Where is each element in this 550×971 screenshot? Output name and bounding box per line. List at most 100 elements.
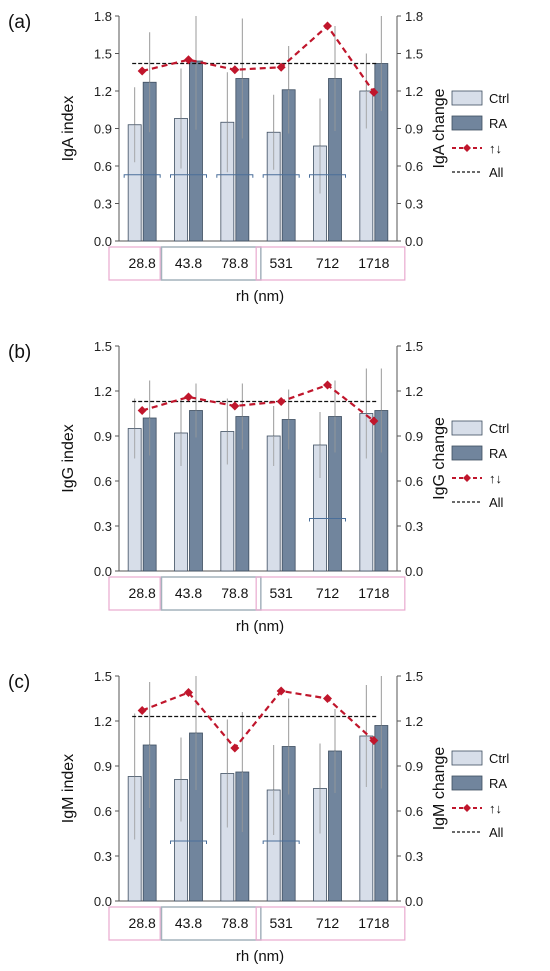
legend-swatch-ctrl <box>451 420 483 436</box>
category-box-gray <box>160 906 262 941</box>
y-tick-label: 0.0 <box>94 894 112 909</box>
x-tick-label: 43.8 <box>175 255 202 271</box>
panel-label: (b) <box>8 342 31 363</box>
legend-marker-change <box>463 804 471 812</box>
y2-tick-label: 0.6 <box>405 159 423 174</box>
significance-bracket <box>123 174 161 178</box>
y2-tick-label: 0.0 <box>405 234 423 249</box>
x-tick-label: 43.8 <box>175 915 202 931</box>
legend-label-ctrl: Ctrl <box>489 91 509 106</box>
category-box-pink-1 <box>108 906 161 941</box>
category-box-pink-2 <box>255 246 406 281</box>
y2-axis-title: IgG change <box>431 417 448 500</box>
x-tick-label: 78.8 <box>221 585 248 601</box>
x-tick-label: 712 <box>316 915 340 931</box>
y2-tick-label: 0.9 <box>405 759 423 774</box>
x-tick-label: 1718 <box>358 585 389 601</box>
x-tick-label: 531 <box>269 255 293 271</box>
legend: Ctrl RA ↑↓ All <box>451 90 509 180</box>
panel-label: (a) <box>8 12 31 33</box>
change-point <box>137 66 147 76</box>
x-tick-label: 1718 <box>358 915 389 931</box>
legend: Ctrl RA ↑↓ All <box>451 420 509 510</box>
y-tick-label: 0.3 <box>94 849 112 864</box>
legend-label-ctrl: Ctrl <box>489 751 509 766</box>
y-axis-title: IgG index <box>60 424 77 492</box>
category-box-pink-2 <box>255 906 406 941</box>
x-axis-title: rh (nm) <box>236 288 284 305</box>
y-tick-label: 0.0 <box>94 564 112 579</box>
change-point <box>184 392 193 402</box>
y2-tick-label: 0.3 <box>405 197 423 212</box>
y-tick-label: 1.2 <box>94 714 112 729</box>
change-point <box>323 380 332 390</box>
change-line <box>141 383 375 422</box>
y-tick-label: 1.5 <box>94 339 112 354</box>
y-tick-label: 1.5 <box>94 47 112 62</box>
change-point <box>184 688 193 697</box>
y-tick-label: 1.2 <box>94 384 112 399</box>
legend-swatch-ra <box>451 775 483 791</box>
x-tick-label: 43.8 <box>175 585 202 601</box>
x-tick-label: 78.8 <box>221 915 248 931</box>
y2-tick-label: 1.2 <box>405 84 423 99</box>
x-tick-label: 28.8 <box>129 915 156 931</box>
y2-axis-title: IgM change <box>431 747 448 831</box>
significance-bracket <box>309 174 346 178</box>
y2-tick-label: 0.3 <box>405 849 423 864</box>
significance-bracket <box>262 840 300 844</box>
y-tick-label: 0.3 <box>94 197 112 212</box>
y2-tick-label: 1.8 <box>405 9 423 24</box>
legend-label-all: All <box>489 825 504 840</box>
legend-swatch-ra <box>451 115 483 131</box>
legend-label-ra: RA <box>489 776 507 791</box>
x-tick-label: 28.8 <box>129 255 156 271</box>
chart-panel-3: (c) 0.0 0.3 0.6 0.9 1.2 1.5 0.0 0.3 0.6 0.9 1.2 1.5 I… <box>8 669 509 965</box>
x-tick-label: 712 <box>316 585 340 601</box>
change-point <box>184 55 193 65</box>
y-tick-label: 0.6 <box>94 474 112 489</box>
chart-panel-1: (a) 0.0 0.3 0.6 0.9 1.2 1.5 1.8 0.0 0.3 0.6 0.9 1.2 1… <box>8 9 509 305</box>
y-tick-label: 0.6 <box>94 159 112 174</box>
y2-tick-label: 0.3 <box>405 519 423 534</box>
category-box-gray <box>160 576 262 611</box>
y-tick-label: 0.0 <box>94 234 112 249</box>
change-point <box>276 62 286 72</box>
category-box-gray <box>160 246 262 281</box>
y-tick-label: 1.5 <box>94 669 112 684</box>
legend-label-ctrl: Ctrl <box>489 421 509 436</box>
y2-tick-label: 1.2 <box>405 714 423 729</box>
x-axis-title: rh (nm) <box>236 948 284 965</box>
legend-swatch-ra <box>451 445 483 461</box>
y-axis-title: IgA index <box>60 96 77 162</box>
y-tick-label: 0.6 <box>94 804 112 819</box>
change-point <box>230 401 240 411</box>
change-point <box>276 397 286 406</box>
x-axis-title: rh (nm) <box>236 618 284 635</box>
x-tick-label: 28.8 <box>129 585 156 601</box>
legend-label-all: All <box>489 165 504 180</box>
legend-label-all: All <box>489 495 504 510</box>
y-tick-label: 1.8 <box>94 9 112 24</box>
chart-panel-2: (b) 0.0 0.3 0.6 0.9 1.2 1.5 0.0 0.3 0.6 0.9 1.2 1.5 I… <box>8 339 509 635</box>
legend-label-ra: RA <box>489 446 507 461</box>
legend-label-ra: RA <box>489 116 507 131</box>
change-point <box>369 87 379 97</box>
significance-bracket <box>309 518 346 522</box>
legend-swatch-ctrl <box>451 90 483 106</box>
y2-tick-label: 1.5 <box>405 669 423 684</box>
y2-tick-label: 0.0 <box>405 564 423 579</box>
y2-tick-label: 0.6 <box>405 474 423 489</box>
y2-tick-label: 0.9 <box>405 122 423 137</box>
y2-tick-label: 1.5 <box>405 339 423 354</box>
y2-tick-label: 0.9 <box>405 429 423 444</box>
change-point <box>137 706 147 715</box>
category-box-pink-2 <box>255 576 406 611</box>
category-box-pink-1 <box>108 576 161 611</box>
significance-bracket <box>170 840 207 844</box>
y-tick-label: 0.3 <box>94 519 112 534</box>
change-point <box>276 686 286 696</box>
legend: Ctrl RA ↑↓ All <box>451 750 509 840</box>
x-tick-label: 78.8 <box>221 255 248 271</box>
y2-tick-label: 0.0 <box>405 894 423 909</box>
